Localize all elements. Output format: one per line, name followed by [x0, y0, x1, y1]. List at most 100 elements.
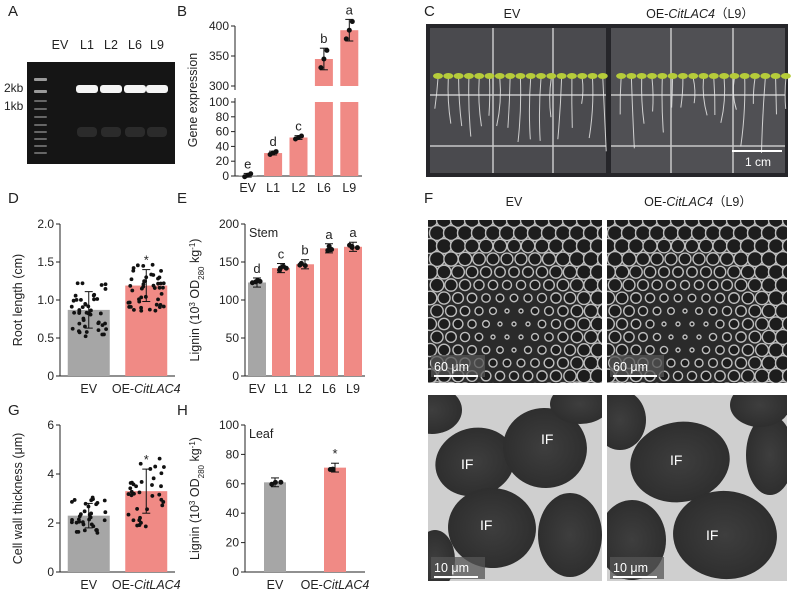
sem-scale-top-oe: 60 μm [613, 360, 648, 374]
y-tick-label: 2 [47, 516, 54, 530]
stem-cell [714, 292, 726, 304]
root [651, 77, 654, 112]
stem-cell [506, 238, 522, 254]
gel-image [27, 62, 175, 164]
cotyledon [739, 73, 750, 79]
stem-cell [494, 370, 506, 382]
stem-cell [612, 382, 627, 397]
panel-f: F EV OE-CitLAC4（L9） 60 μm 60 μm 10 μm 10… [424, 190, 787, 581]
stem-cell [536, 292, 548, 304]
stem-cell [659, 345, 669, 355]
stem-cell [704, 224, 722, 242]
data-point [139, 295, 144, 300]
cotyledon [546, 73, 557, 79]
data-point [147, 307, 152, 312]
stem-cell [511, 321, 517, 327]
data-point [130, 288, 135, 293]
y-tick-label: 100 [219, 418, 239, 432]
root [692, 77, 696, 104]
data-point [153, 464, 158, 469]
stem-cell [466, 292, 478, 304]
stem-cell [748, 356, 762, 370]
stem-cell [589, 367, 602, 383]
data-point [349, 19, 355, 25]
ladder-band [34, 124, 47, 126]
data-point [159, 291, 164, 296]
data-point [102, 498, 107, 503]
stem-cell [652, 306, 662, 316]
stem-cell [774, 250, 787, 268]
data-point [157, 456, 162, 461]
stem-cell [734, 356, 748, 370]
stem-cell [428, 316, 438, 332]
stem-cell [761, 277, 777, 293]
data-point [78, 512, 83, 517]
data-point [150, 483, 154, 487]
significance-label: a [325, 227, 333, 242]
x-tick-label: EV [80, 578, 97, 592]
y-tick-label: 100 [209, 95, 229, 109]
stem-cell [721, 357, 733, 369]
stem-cell [615, 343, 629, 357]
data-point [83, 301, 88, 306]
panel-c: C EV OE-CitLAC4（L9） 1 cm [424, 3, 791, 177]
stem-cell [701, 293, 711, 303]
stem-cell [543, 357, 555, 369]
data-point [324, 47, 330, 53]
stem-cell [781, 368, 787, 383]
root [671, 77, 674, 108]
gel-lane-label: EV [52, 38, 69, 52]
data-point [145, 507, 149, 512]
chart-d: 0 0.5 1.0 1.5 2.0 Root length (cm) EV * OE-CitLA… [11, 217, 181, 396]
stem-cell [763, 380, 775, 383]
cotyledon [729, 73, 740, 79]
root [702, 77, 708, 116]
x-tick-label: L9 [342, 181, 356, 195]
significance-label: b [301, 243, 308, 258]
data-point [103, 510, 108, 515]
stem-cell [596, 277, 602, 293]
if-label: IF [461, 456, 473, 472]
stem-cell [714, 370, 726, 382]
stem-cell [515, 279, 527, 291]
data-point [139, 308, 144, 313]
stem-cell [491, 382, 495, 383]
data-point [75, 281, 80, 286]
stem-cell [781, 290, 787, 306]
stem-cells [607, 220, 787, 383]
root [517, 77, 522, 143]
stem-cell [768, 316, 784, 332]
stem-cell [682, 334, 688, 340]
stem-cell [734, 278, 748, 292]
gel-smear [77, 127, 97, 137]
stem-cell [528, 252, 542, 266]
plate-left [430, 28, 606, 173]
stem-cell [723, 382, 731, 383]
data-point [139, 305, 143, 310]
panel-e: E 0 50 100 150 200 Lignin (103 OD280 kg-1) Ste… [177, 190, 365, 396]
stem-cell [576, 290, 592, 306]
stem-cell [781, 264, 787, 280]
panel-label-c: C [424, 3, 435, 20]
stem-cell [781, 220, 787, 228]
data-point [89, 522, 94, 527]
root [619, 77, 622, 115]
if-label: IF [670, 452, 682, 468]
stem-cell [516, 358, 526, 368]
stem-cell [721, 331, 733, 343]
data-point [102, 518, 107, 523]
stem-cell [495, 293, 505, 303]
x-tick-label: L1 [274, 382, 288, 396]
data-point [84, 330, 89, 334]
stem-cell [444, 304, 458, 318]
stem-cell [630, 318, 642, 330]
stem-cell [689, 347, 695, 353]
stem-cell [706, 252, 720, 266]
y-tick-label: 40 [226, 506, 240, 520]
stem-cell [736, 381, 746, 383]
stem-cell [696, 334, 702, 340]
y-tick-label: 2.0 [37, 217, 54, 231]
data-point [157, 285, 162, 290]
fiber-cell [448, 487, 536, 569]
y-tick-label: 1.5 [37, 255, 54, 269]
